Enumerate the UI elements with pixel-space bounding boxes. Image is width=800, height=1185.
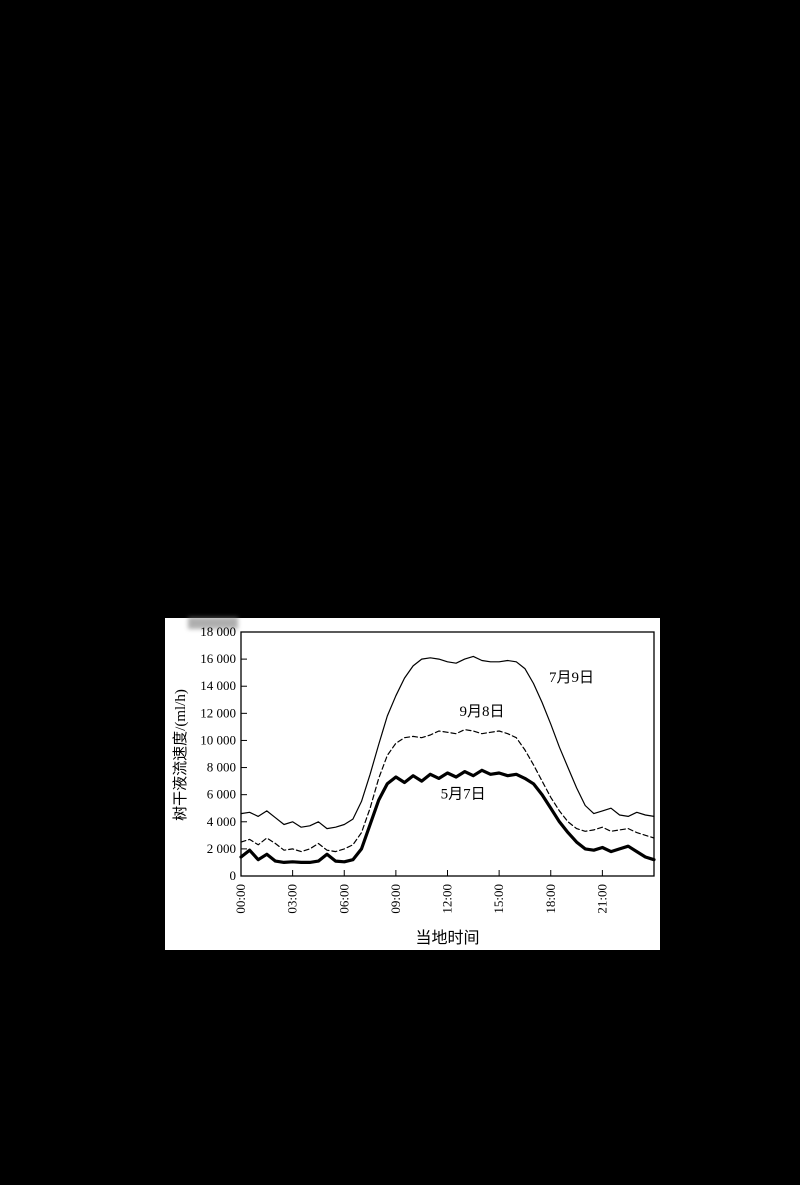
- y-tick-label: 6 000: [207, 787, 236, 802]
- y-tick-label: 4 000: [207, 814, 236, 829]
- y-tick-label: 12 000: [200, 705, 236, 720]
- y-tick-label: 0: [230, 868, 237, 883]
- y-axis-title: 树干液流速度/(ml/h): [173, 689, 189, 821]
- axis-frame: [240, 631, 655, 877]
- y-tick-label: 14 000: [200, 678, 236, 693]
- x-tick-label: 15:00: [491, 884, 506, 914]
- x-axis-title: 当地时间: [415, 930, 480, 947]
- y-tick-label: 8 000: [207, 760, 236, 775]
- sap-flow-chart: 0 2 000 4 000 6 000 8 000 10 000 12 000 14 000 1…: [200, 624, 656, 914]
- y-tick-label: 10 000: [200, 732, 236, 747]
- x-tick-label: 21:00: [594, 884, 609, 914]
- chart-panel: 0 2 000 4 000 6 000 8 000 10 000 12 000 14 000 1…: [165, 617, 660, 950]
- series-label-2: 5月7日: [441, 787, 486, 803]
- x-tick-label: 12:00: [440, 884, 455, 914]
- y-tick-label: 16 000: [200, 651, 236, 666]
- x-tick-label: 09:00: [388, 884, 403, 914]
- series-label-0: 7月9日: [549, 670, 594, 686]
- scan-artifact: [188, 617, 238, 629]
- series-line-1: [240, 728, 655, 853]
- y-tick-label: 2 000: [207, 841, 236, 856]
- x-tick-label: 00:00: [233, 884, 248, 914]
- x-tick-label: 06:00: [336, 884, 351, 914]
- x-tick-label: 03:00: [285, 884, 300, 914]
- y-tick-label: 18 000: [200, 624, 236, 639]
- x-tick-label: 18:00: [543, 884, 558, 914]
- series-line-0: [240, 655, 655, 830]
- series-label-1: 9月8日: [460, 704, 505, 720]
- series-line-2: [239, 768, 656, 864]
